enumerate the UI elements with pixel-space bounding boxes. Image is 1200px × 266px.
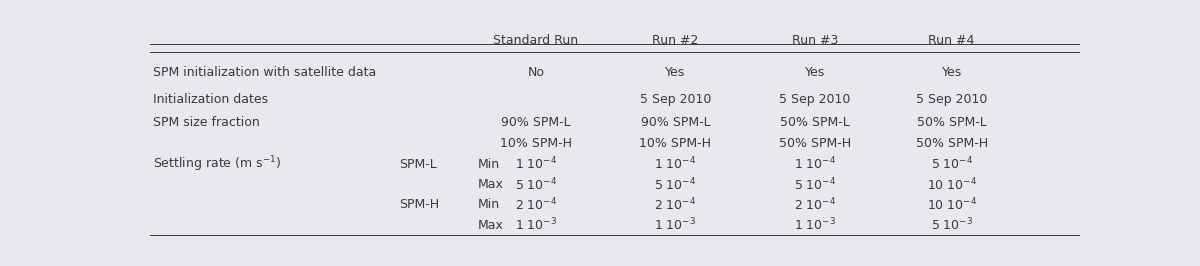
- Text: 50% SPM-L: 50% SPM-L: [780, 115, 850, 128]
- Text: 5 Sep 2010: 5 Sep 2010: [779, 93, 851, 106]
- Text: 1 10$^{-3}$: 1 10$^{-3}$: [794, 217, 836, 234]
- Text: 1 10$^{-3}$: 1 10$^{-3}$: [515, 217, 557, 234]
- Text: Yes: Yes: [942, 66, 961, 79]
- Text: 10 10$^{-4}$: 10 10$^{-4}$: [926, 176, 977, 193]
- Text: 5 10$^{-4}$: 5 10$^{-4}$: [515, 176, 557, 193]
- Text: Initialization dates: Initialization dates: [152, 93, 268, 106]
- Text: 2 10$^{-4}$: 2 10$^{-4}$: [654, 197, 696, 213]
- Text: 1 10$^{-4}$: 1 10$^{-4}$: [794, 156, 836, 172]
- Text: Standard Run: Standard Run: [493, 34, 578, 47]
- Text: 90% SPM-L: 90% SPM-L: [502, 115, 571, 128]
- Text: 5 10$^{-4}$: 5 10$^{-4}$: [794, 176, 836, 193]
- Text: Settling rate (m s$^{-1}$): Settling rate (m s$^{-1}$): [152, 154, 281, 174]
- Text: Min: Min: [478, 198, 499, 211]
- Text: Run #3: Run #3: [792, 34, 838, 47]
- Text: Run #2: Run #2: [653, 34, 698, 47]
- Text: Max: Max: [478, 219, 503, 232]
- Text: 10 10$^{-4}$: 10 10$^{-4}$: [926, 197, 977, 213]
- Text: 50% SPM-H: 50% SPM-H: [916, 137, 988, 150]
- Text: SPM-H: SPM-H: [400, 198, 439, 211]
- Text: Min: Min: [478, 157, 499, 171]
- Text: 90% SPM-L: 90% SPM-L: [641, 115, 710, 128]
- Text: 1 10$^{-4}$: 1 10$^{-4}$: [654, 156, 696, 172]
- Text: 2 10$^{-4}$: 2 10$^{-4}$: [515, 197, 557, 213]
- Text: No: No: [528, 66, 545, 79]
- Text: 2 10$^{-4}$: 2 10$^{-4}$: [794, 197, 836, 213]
- Text: 10% SPM-H: 10% SPM-H: [500, 137, 572, 150]
- Text: SPM initialization with satellite data: SPM initialization with satellite data: [152, 66, 376, 79]
- Text: Run #4: Run #4: [929, 34, 974, 47]
- Text: 5 10$^{-4}$: 5 10$^{-4}$: [930, 156, 973, 172]
- Text: 5 Sep 2010: 5 Sep 2010: [640, 93, 712, 106]
- Text: Max: Max: [478, 178, 503, 191]
- Text: 10% SPM-H: 10% SPM-H: [640, 137, 712, 150]
- Text: 50% SPM-H: 50% SPM-H: [779, 137, 851, 150]
- Text: Yes: Yes: [805, 66, 826, 79]
- Text: 5 10$^{-3}$: 5 10$^{-3}$: [930, 217, 973, 234]
- Text: 1 10$^{-3}$: 1 10$^{-3}$: [654, 217, 696, 234]
- Text: 50% SPM-L: 50% SPM-L: [917, 115, 986, 128]
- Text: SPM-L: SPM-L: [400, 157, 437, 171]
- Text: Yes: Yes: [665, 66, 685, 79]
- Text: 5 10$^{-4}$: 5 10$^{-4}$: [654, 176, 696, 193]
- Text: 5 Sep 2010: 5 Sep 2010: [916, 93, 988, 106]
- Text: SPM size fraction: SPM size fraction: [152, 115, 259, 128]
- Text: 1 10$^{-4}$: 1 10$^{-4}$: [515, 156, 557, 172]
